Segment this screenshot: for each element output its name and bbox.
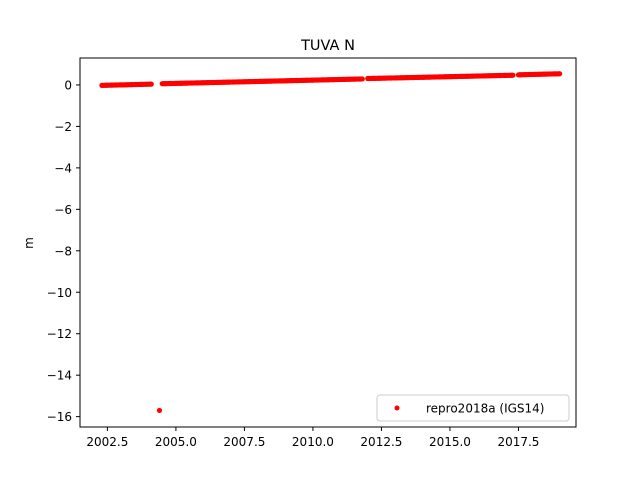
plot-area bbox=[99, 71, 563, 414]
x-tick-label: 2002.5 bbox=[86, 435, 128, 449]
outlier-point bbox=[156, 407, 163, 414]
plot-frame bbox=[79, 57, 577, 428]
legend-box bbox=[376, 394, 570, 422]
y-tick-label: −2 bbox=[54, 120, 72, 134]
x-tick-label: 2005.0 bbox=[155, 435, 197, 449]
y-tick-label: −12 bbox=[47, 327, 72, 341]
legend-entry-label: repro2018a (IGS14) bbox=[426, 402, 544, 416]
y-tick-label: −10 bbox=[47, 286, 72, 300]
y-axis-label: m bbox=[22, 237, 36, 249]
y-tick-label: −4 bbox=[54, 161, 72, 175]
data-point bbox=[510, 72, 516, 78]
y-tick-label: −6 bbox=[54, 203, 72, 217]
data-point bbox=[148, 81, 154, 87]
y-tick-label: −16 bbox=[47, 410, 72, 424]
x-tick-label: 2015.0 bbox=[429, 435, 471, 449]
x-tick-label: 2010.0 bbox=[292, 435, 334, 449]
chart-title: TUVA N bbox=[300, 38, 355, 54]
data-point bbox=[556, 71, 563, 77]
y-tick-label: −8 bbox=[54, 244, 72, 258]
legend: repro2018a (IGS14) bbox=[376, 394, 570, 422]
legend-marker bbox=[394, 405, 400, 411]
y-tick-label: 0 bbox=[64, 78, 72, 92]
x-tick-label: 2012.5 bbox=[360, 435, 402, 449]
x-tick-label: 2007.5 bbox=[223, 435, 265, 449]
data-point bbox=[359, 76, 365, 82]
y-tick-label: −14 bbox=[47, 369, 72, 383]
series-0 bbox=[99, 71, 563, 414]
x-tick-label: 2017.5 bbox=[497, 435, 539, 449]
axes: 2002.5 2005.0 2007.5 2010.0 2012.5 2015.0 2017… bbox=[47, 78, 540, 449]
